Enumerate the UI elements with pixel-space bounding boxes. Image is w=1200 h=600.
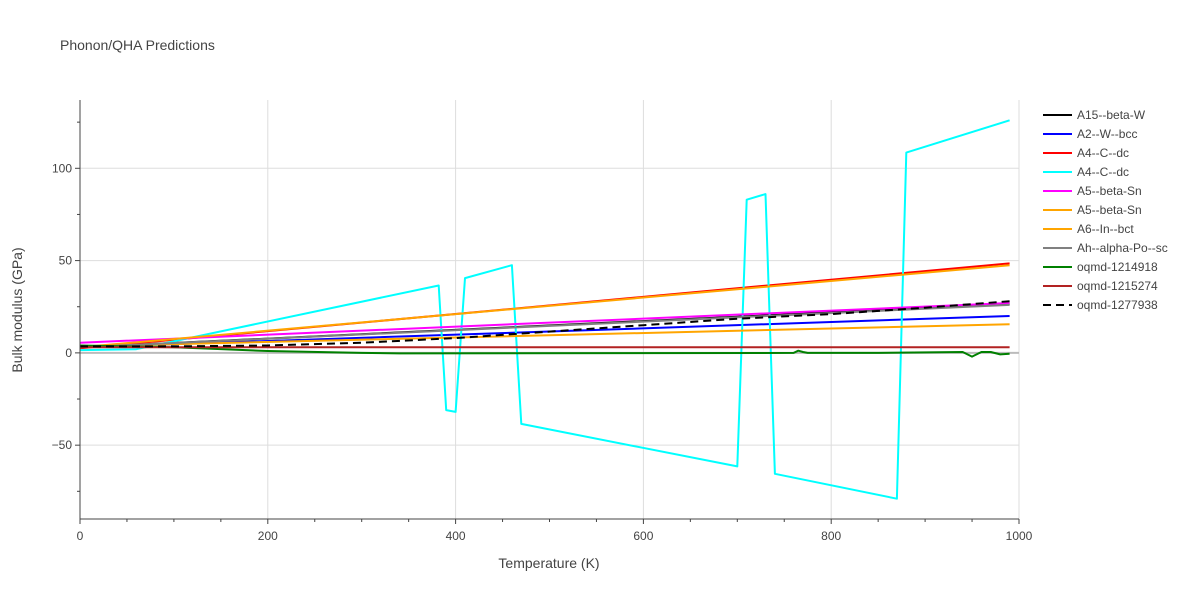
series-line-10 — [80, 300, 1010, 348]
x-tick-label: 0 — [77, 529, 84, 543]
legend-item-label[interactable]: oqmd-1277938 — [1077, 298, 1158, 312]
legend-item-label[interactable]: A5--beta-Sn — [1077, 184, 1142, 198]
series-line-6 — [79, 264, 1010, 349]
chart-title: Phonon/QHA Predictions — [60, 37, 215, 53]
x-axis-title: Temperature (K) — [498, 555, 599, 571]
legend-item-label[interactable]: A4--C--dc — [1077, 165, 1129, 179]
x-tick-label: 600 — [633, 529, 653, 543]
legend-item-label[interactable]: A4--C--dc — [1077, 146, 1129, 160]
series-line-7 — [79, 303, 1010, 349]
y-tick-label: 100 — [52, 161, 72, 175]
x-axis-ticks: 0 200 400 600 800 1000 — [77, 519, 1033, 543]
x-tick-label: 400 — [446, 529, 466, 543]
y-axis-title: Bulk modulus (GPa) — [9, 247, 25, 372]
x-tick-label: 200 — [258, 529, 278, 543]
series-line-8 — [79, 344, 1010, 358]
series-line-4 — [79, 302, 1010, 344]
legend-item-label[interactable]: oqmd-1214918 — [1077, 260, 1158, 274]
legend-item-label[interactable]: A6--In--bct — [1077, 222, 1134, 236]
legend-item-label[interactable]: Ah--alpha-Po--sc — [1077, 241, 1168, 255]
y-tick-label: 50 — [59, 254, 73, 268]
legend-item-label[interactable]: A5--beta-Sn — [1077, 203, 1142, 217]
legend-item-label[interactable]: oqmd-1215274 — [1077, 279, 1158, 293]
legend[interactable]: A15--beta-W A2--W--bcc A4--C--dc A4--C--dc A… — [1043, 108, 1168, 312]
y-tick-label: −50 — [52, 438, 73, 452]
series-line-5 — [79, 323, 1010, 348]
y-axis-ticks: −50 0 50 100 — [52, 121, 80, 492]
legend-item-label[interactable]: A15--beta-W — [1077, 108, 1146, 122]
y-tick-label: 0 — [65, 346, 72, 360]
x-tick-label: 800 — [821, 529, 841, 543]
x-tick-label: 1000 — [1006, 529, 1033, 543]
legend-item-label[interactable]: A2--W--bcc — [1077, 127, 1137, 141]
series-lines — [79, 119, 1010, 500]
